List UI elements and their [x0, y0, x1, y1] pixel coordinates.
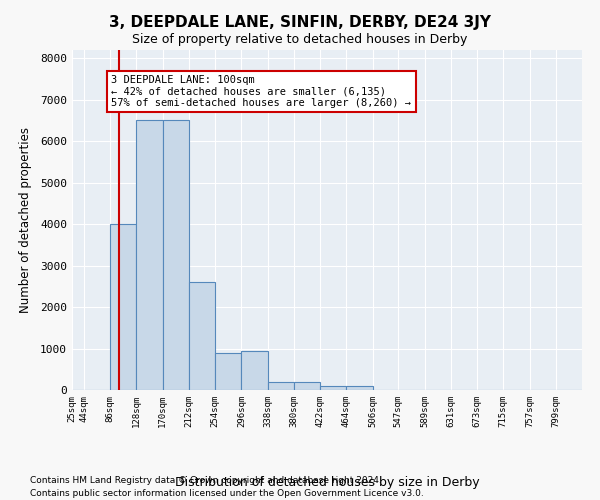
Text: 3 DEEPDALE LANE: 100sqm
← 42% of detached houses are smaller (6,135)
57% of semi: 3 DEEPDALE LANE: 100sqm ← 42% of detache… — [112, 75, 412, 108]
Bar — [241, 350, 268, 390]
Bar — [320, 386, 346, 390]
Bar — [189, 282, 215, 390]
Text: Contains public sector information licensed under the Open Government Licence v3: Contains public sector information licen… — [30, 488, 424, 498]
Text: 3, DEEPDALE LANE, SINFIN, DERBY, DE24 3JY: 3, DEEPDALE LANE, SINFIN, DERBY, DE24 3J… — [109, 15, 491, 30]
X-axis label: Distribution of detached houses by size in Derby: Distribution of detached houses by size … — [175, 476, 479, 488]
Bar — [110, 224, 136, 390]
Bar — [268, 382, 294, 390]
Y-axis label: Number of detached properties: Number of detached properties — [19, 127, 32, 313]
Text: Size of property relative to detached houses in Derby: Size of property relative to detached ho… — [133, 32, 467, 46]
Bar — [136, 120, 163, 390]
Bar — [215, 352, 241, 390]
Bar — [294, 382, 320, 390]
Text: Contains HM Land Registry data © Crown copyright and database right 2024.: Contains HM Land Registry data © Crown c… — [30, 476, 382, 485]
Bar — [163, 120, 189, 390]
Bar — [346, 386, 373, 390]
